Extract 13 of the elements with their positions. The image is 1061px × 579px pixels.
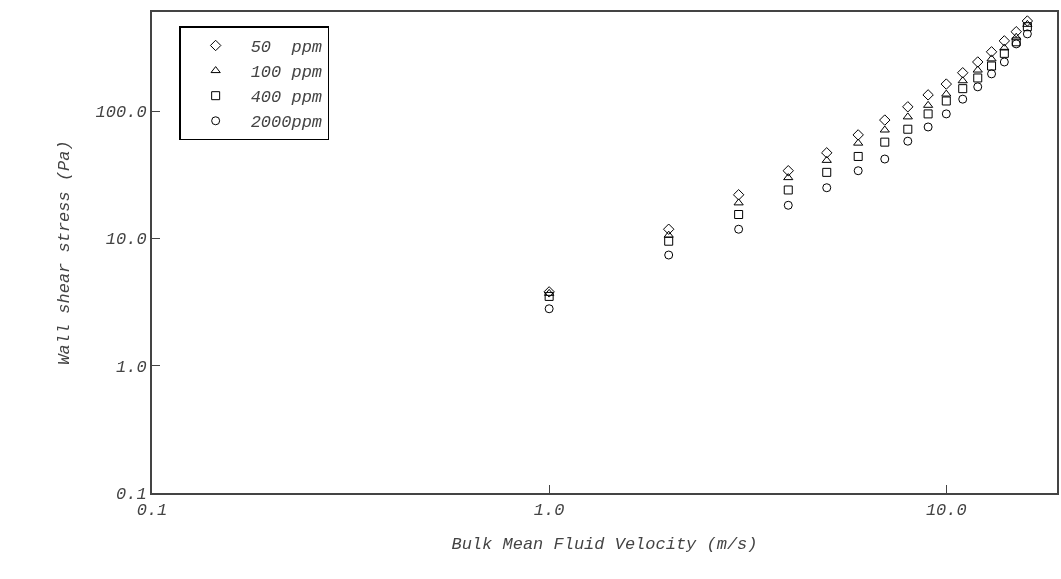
- x-tick-label: 10.0: [925, 501, 967, 521]
- x-axis-title: Bulk Mean Fluid Velocity (m/s): [451, 535, 758, 555]
- legend-label: 2000ppm: [250, 113, 323, 133]
- y-tick-label: 1.0: [115, 357, 147, 377]
- y-tick-label: 100.0: [95, 103, 147, 123]
- x-tick-label: 0.1: [136, 501, 168, 521]
- y-tick-label: 0.1: [115, 484, 147, 504]
- legend-label: 400 ppm: [250, 88, 323, 108]
- y-tick-label: 10.0: [105, 230, 147, 250]
- x-tick-label: 1.0: [533, 501, 565, 521]
- legend-label: 100 ppm: [250, 63, 323, 83]
- legend-label: 50 ppm: [250, 38, 323, 58]
- y-axis-title: Wall shear stress (Pa): [54, 140, 74, 365]
